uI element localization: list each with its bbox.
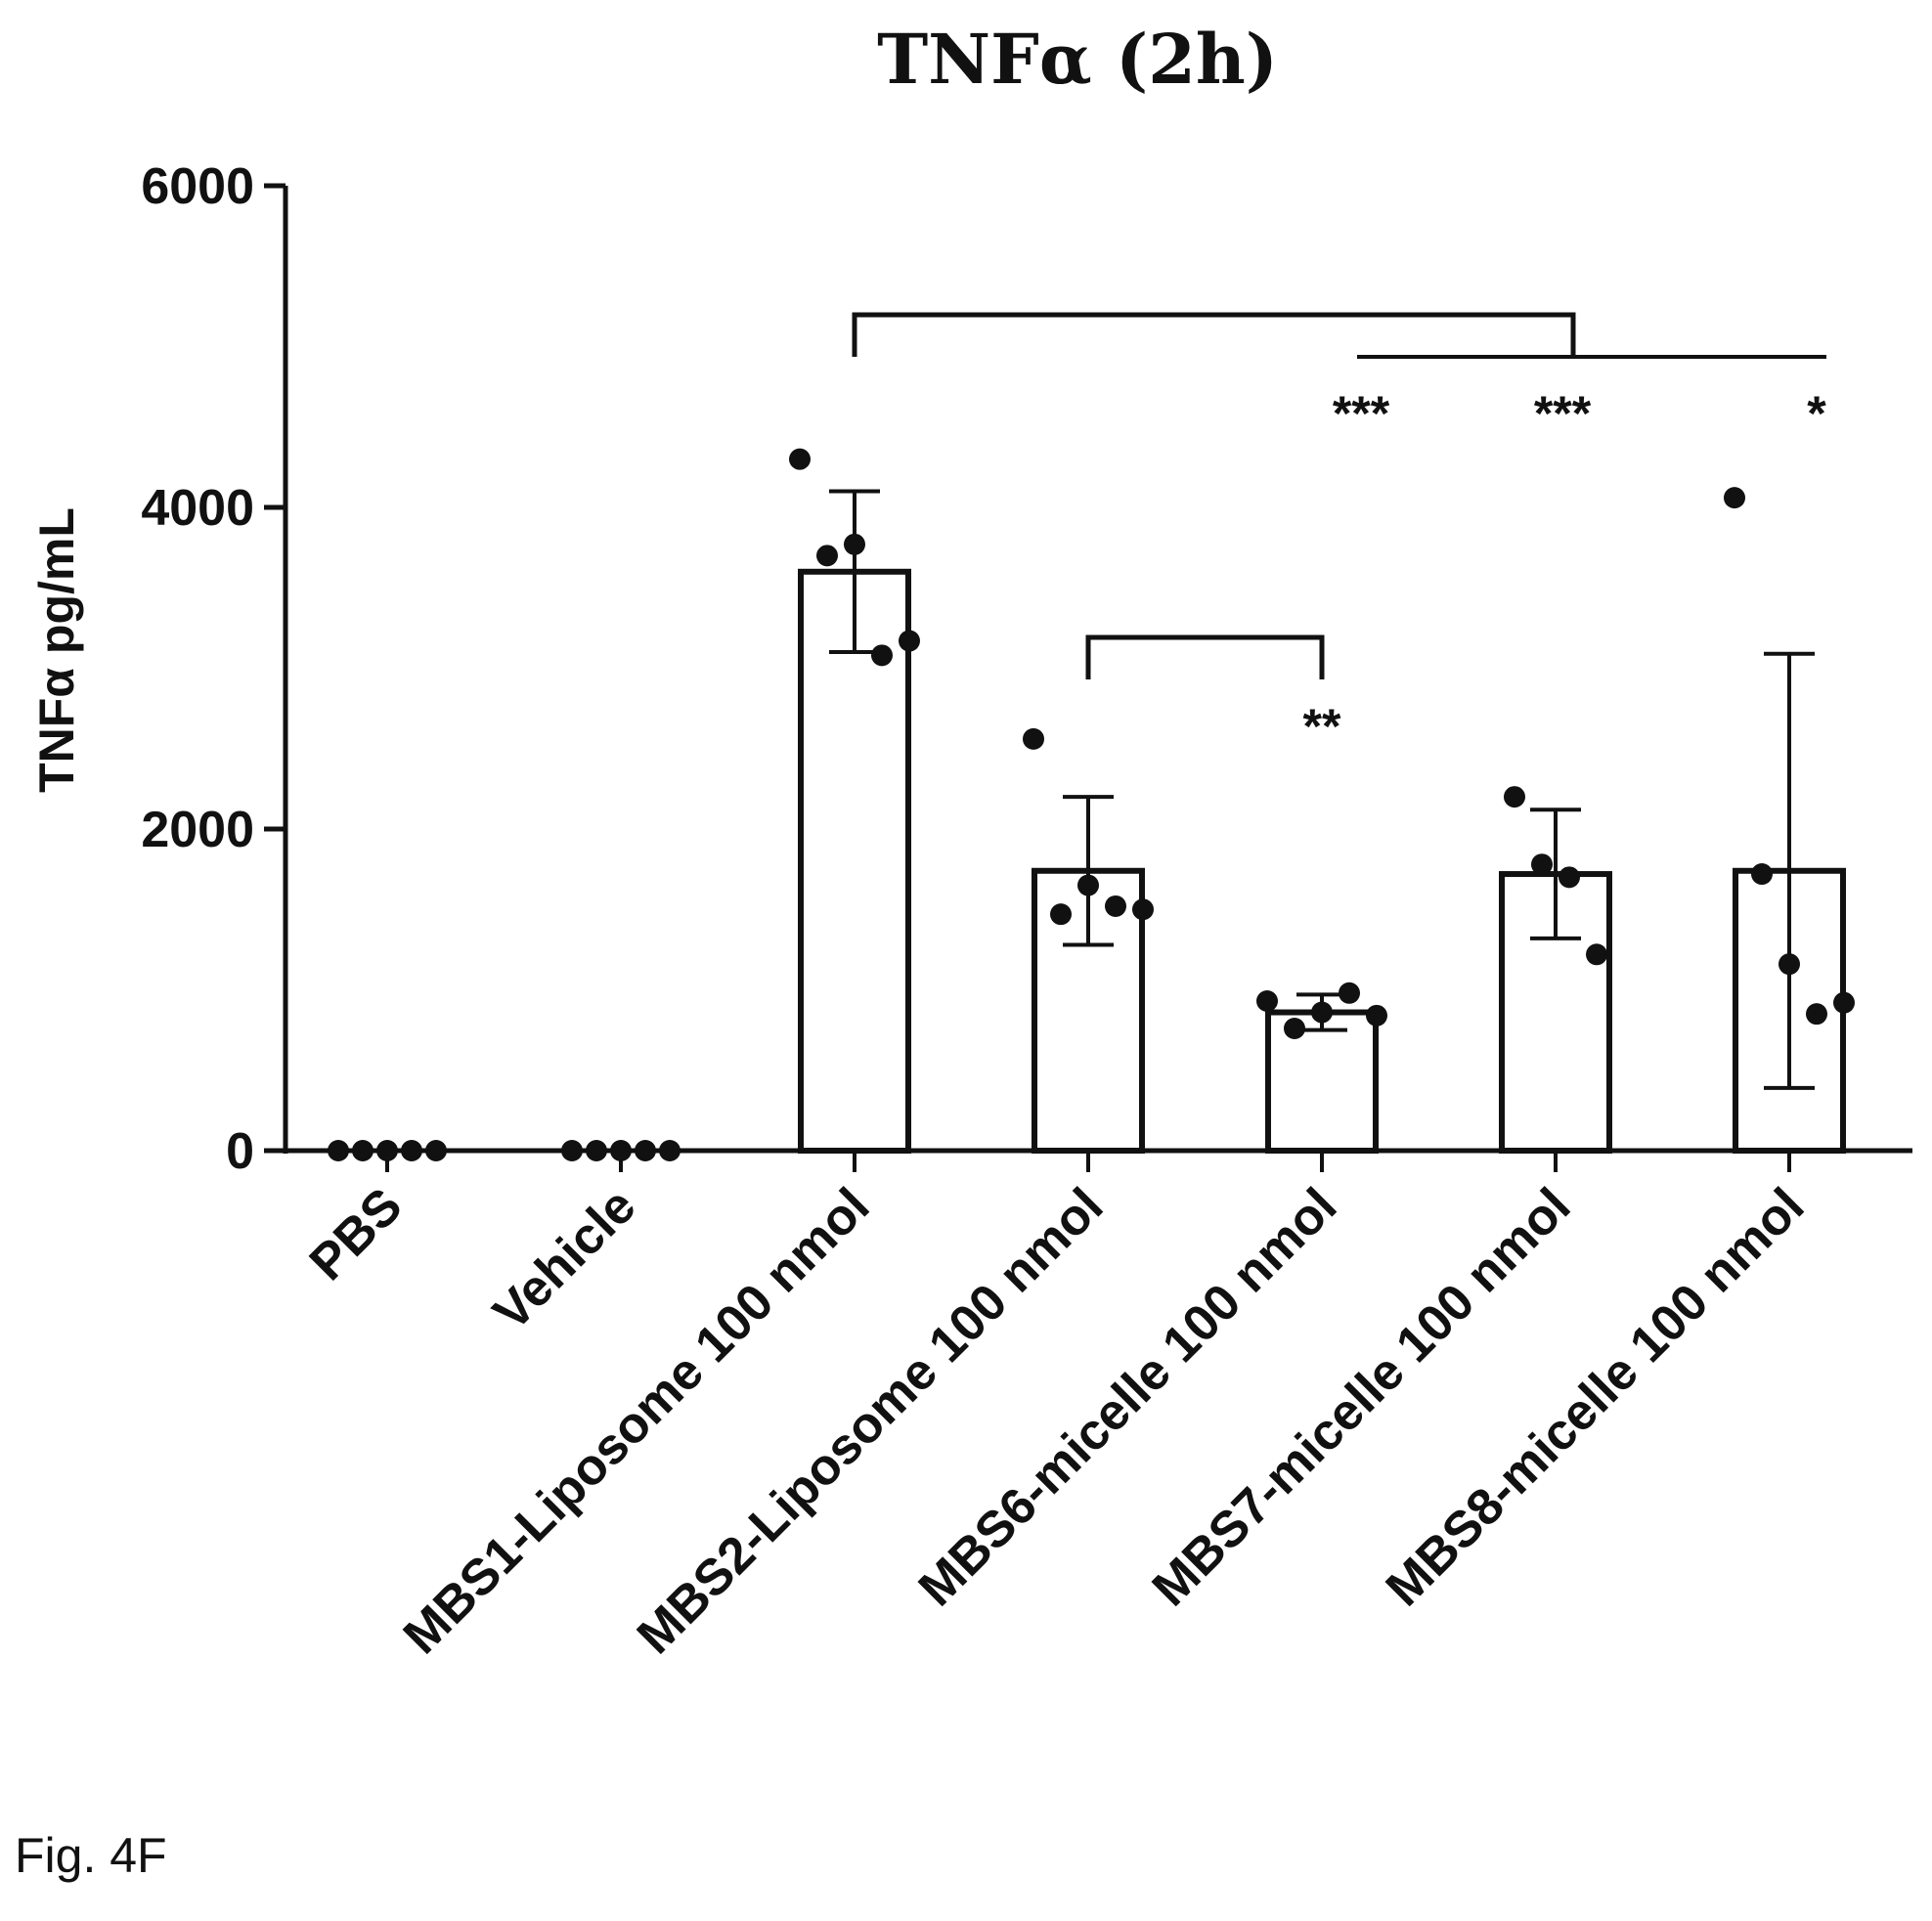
x-tick-label: MBS1-Liposome 100 nmol: [393, 1177, 881, 1665]
data-point: [1256, 990, 1278, 1013]
y-axis-label: TNFα pg/mL: [29, 507, 84, 793]
data-point: [1724, 487, 1745, 509]
significance-label: ***: [1333, 386, 1390, 441]
data-point: [1586, 943, 1607, 966]
data-point: [328, 1140, 349, 1161]
data-point: [561, 1140, 583, 1161]
data-point: [1077, 874, 1099, 896]
data-point: [1050, 903, 1072, 926]
data-point: [352, 1140, 373, 1161]
data-point: [659, 1140, 681, 1161]
significance-label: ***: [1534, 386, 1592, 441]
x-tick-label: PBS: [299, 1177, 414, 1291]
x-tick-label: MBS7-micelle 100 nmol: [1142, 1177, 1582, 1617]
data-point: [376, 1140, 398, 1161]
x-tick-label: Vehicle: [483, 1177, 647, 1341]
data-point: [1023, 727, 1044, 750]
data-point: [425, 1140, 447, 1161]
bar: [1265, 1009, 1379, 1155]
data-point: [401, 1140, 422, 1161]
data-point: [1531, 853, 1553, 876]
data-point: [816, 545, 838, 567]
data-point: [1559, 866, 1580, 889]
x-tick-label: MBS2-Liposome 100 nmol: [627, 1177, 1115, 1665]
data-point: [610, 1140, 632, 1161]
significance-bracket: [1085, 634, 1325, 679]
data-point: [1105, 895, 1126, 917]
data-point: [1366, 1004, 1387, 1026]
y-tick-label: 2000: [141, 802, 254, 858]
data-point: [1751, 863, 1773, 886]
data-point: [1132, 898, 1154, 921]
data-point: [1311, 1001, 1333, 1024]
chart-title: TNFα (2h): [877, 19, 1278, 100]
data-point: [1284, 1017, 1305, 1039]
x-tick-label: MBS6-micelle 100 nmol: [908, 1177, 1348, 1617]
y-tick-label: 6000: [141, 158, 254, 215]
figure-caption: Fig. 4F: [15, 1828, 167, 1883]
data-point: [1504, 786, 1525, 808]
data-point: [1806, 1003, 1827, 1026]
significance-label: *: [1807, 386, 1826, 441]
data-point: [1833, 991, 1855, 1014]
data-point: [635, 1140, 656, 1161]
y-tick-label: 0: [226, 1123, 254, 1180]
x-tick-label: MBS8-micelle 100 nmol: [1376, 1177, 1816, 1617]
significance-label: **: [1303, 699, 1341, 754]
significance-bracket: [852, 312, 1576, 357]
data-point: [789, 448, 811, 470]
data-point: [586, 1140, 607, 1161]
y-tick-label: 4000: [141, 480, 254, 537]
data-point: [1778, 953, 1800, 976]
data-point: [1339, 982, 1360, 1004]
data-point: [899, 630, 920, 652]
data-point: [844, 533, 865, 555]
bar: [798, 568, 911, 1154]
data-point: [871, 644, 893, 667]
